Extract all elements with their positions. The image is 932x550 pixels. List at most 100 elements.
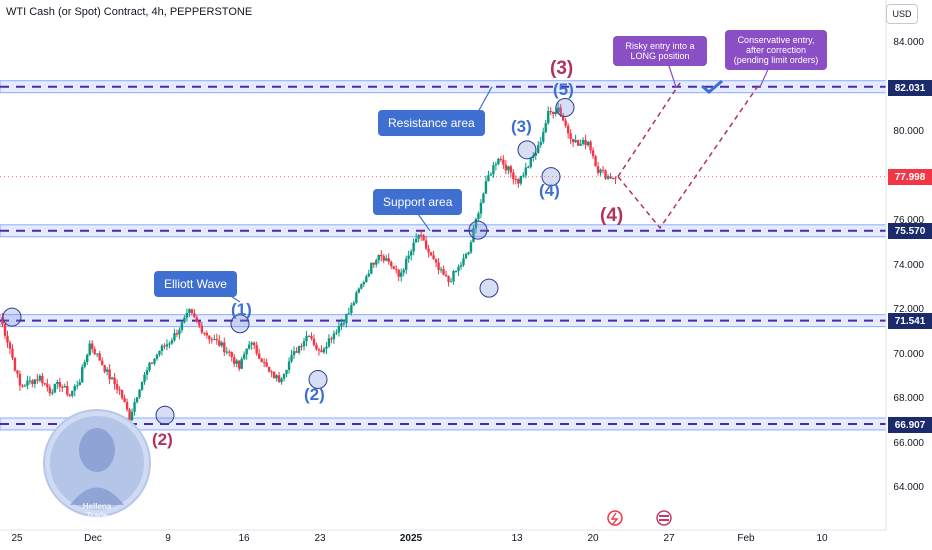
candle-body xyxy=(372,262,375,265)
candle-body xyxy=(8,342,12,349)
candle-body xyxy=(434,259,438,263)
candle-body xyxy=(46,383,49,388)
candle-body xyxy=(86,354,89,363)
candle-body xyxy=(198,321,201,326)
y-tick: 80.000 xyxy=(893,126,924,137)
candle-body xyxy=(247,344,251,349)
event-icons[interactable] xyxy=(607,510,672,526)
candle-body xyxy=(250,342,253,345)
candle-body xyxy=(170,340,174,344)
candle-body xyxy=(265,362,268,367)
risky-projection xyxy=(617,82,681,178)
candle-body xyxy=(173,333,176,341)
candle-body xyxy=(145,370,149,375)
candle-body xyxy=(509,166,513,173)
candle-body xyxy=(392,266,395,269)
candle-body xyxy=(581,140,585,144)
support-callout: Support area xyxy=(373,189,463,215)
candle-body xyxy=(464,254,468,259)
candle-body xyxy=(350,305,353,314)
candle-body xyxy=(58,381,62,387)
candle-body xyxy=(469,242,473,253)
chart-title: WTI Cash (or Spot) Contract, 4h, PEPPERS… xyxy=(6,6,253,18)
candle-body xyxy=(601,169,605,171)
candle-body xyxy=(185,312,189,318)
candle-body xyxy=(591,150,595,157)
resistance-pointer xyxy=(477,86,493,113)
checkmark-icon xyxy=(701,79,723,94)
wave-pivot-marker xyxy=(2,307,22,327)
candle-body xyxy=(330,338,333,340)
candle-body xyxy=(252,342,256,346)
x-tick: 27 xyxy=(663,533,675,544)
candle-body xyxy=(429,252,433,256)
candle-body xyxy=(3,324,7,336)
y-tick: 70.000 xyxy=(893,349,924,360)
candle-body xyxy=(41,375,44,384)
candle-body xyxy=(270,371,273,373)
wave-label-3-red: (3) xyxy=(550,58,574,79)
risky-entry-callout: Risky entry into a LONG position xyxy=(613,36,707,66)
candle-body xyxy=(407,255,410,259)
candle-body xyxy=(272,371,276,379)
candle-body xyxy=(28,380,32,382)
candle-body xyxy=(307,336,311,338)
candle-body xyxy=(370,262,373,274)
candle-body xyxy=(48,387,52,394)
candle-body xyxy=(135,397,139,403)
candle-body xyxy=(484,181,488,194)
candle-body xyxy=(205,332,209,336)
candle-body xyxy=(18,373,22,386)
x-tick: 23 xyxy=(314,533,326,544)
candle-body xyxy=(200,325,204,333)
price-label-level-71: 71.541 xyxy=(888,313,932,329)
candle-body xyxy=(340,323,343,327)
candle-body xyxy=(275,375,278,379)
level-lines xyxy=(0,85,886,425)
candle-body xyxy=(16,370,19,374)
candle-body xyxy=(225,351,228,353)
candle-body xyxy=(459,264,463,267)
candle-body xyxy=(163,345,166,347)
elliott-callout: Elliott Wave xyxy=(154,271,237,297)
wave-label-2-blue: (2) xyxy=(304,385,325,404)
candle-body xyxy=(347,313,351,315)
candle-body xyxy=(552,111,555,115)
candle-body xyxy=(33,379,37,384)
candle-body xyxy=(215,339,218,341)
candle-body xyxy=(342,323,346,325)
x-tick: Feb xyxy=(737,533,755,544)
candle-body xyxy=(594,156,597,167)
candle-body xyxy=(554,111,557,115)
watermark-logo xyxy=(43,409,151,517)
wave-label-2-red: (2) xyxy=(152,430,173,449)
candle-body xyxy=(400,272,403,277)
candle-body xyxy=(125,402,129,410)
candle-body xyxy=(302,341,306,347)
candle-body xyxy=(477,213,480,219)
candle-body xyxy=(412,242,415,252)
candle-body xyxy=(287,361,291,370)
wave-pivot-marker xyxy=(308,370,328,390)
x-tick: 13 xyxy=(511,533,523,544)
candle-body xyxy=(611,177,615,179)
flash-event-icon xyxy=(607,510,623,526)
candle-body xyxy=(91,343,94,350)
candle-body xyxy=(467,252,470,255)
candle-body xyxy=(213,339,216,341)
candle-body xyxy=(53,383,57,393)
candle-body xyxy=(240,358,243,369)
candle-body xyxy=(574,140,577,143)
wave-markers xyxy=(2,97,575,425)
wave-label-1: (1) xyxy=(231,300,252,319)
currency-selector[interactable]: USD xyxy=(886,4,918,24)
candle-body xyxy=(100,360,104,366)
candle-body xyxy=(571,139,575,143)
candle-body xyxy=(586,141,590,146)
x-tick: 10 xyxy=(816,533,828,544)
candle-body xyxy=(514,179,518,181)
candle-body xyxy=(243,354,246,359)
candle-body xyxy=(397,269,400,277)
candle-body xyxy=(73,385,76,391)
